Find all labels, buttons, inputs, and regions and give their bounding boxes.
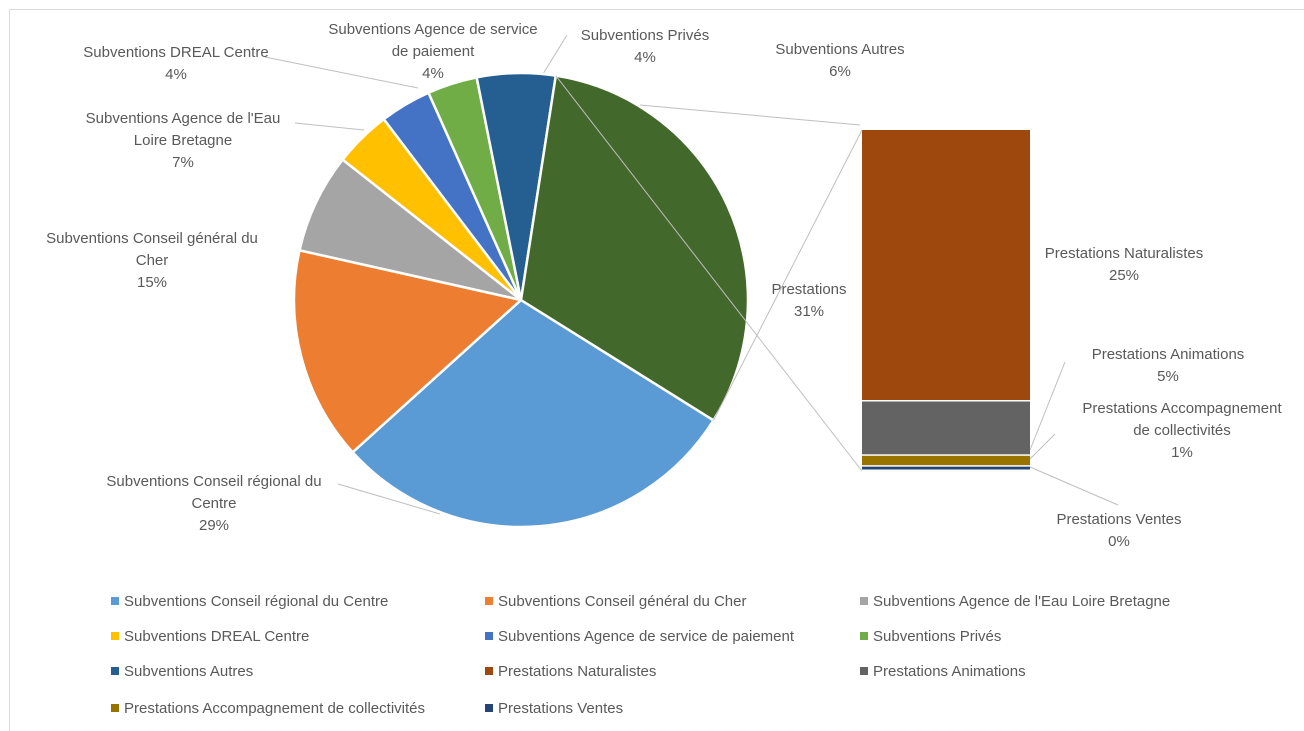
bar-segment-prestations-naturalistes	[862, 130, 1030, 400]
leader-line-subventions-agence-de-l-eau-loire-bretagne	[294, 122, 365, 131]
legend-swatch-subventions-agence-de-service-de-paiement	[485, 632, 493, 640]
data-label-subventions-conseil-general-du-cher: Subventions Conseil général du Cher 15%	[46, 230, 258, 291]
data-label-prestations-accompagnement-de-collectivites: Prestations Accompagnement de collectivit…	[1082, 400, 1282, 461]
leader-line-prestations-animations	[1029, 361, 1066, 451]
legend-swatch-subventions-conseil-regional-du-centre	[111, 597, 119, 605]
pie	[292, 71, 750, 529]
legend-label-prestations-naturalistes: Prestations Naturalistes	[498, 663, 656, 680]
leader-line-subventions-autres	[639, 104, 861, 126]
stacked-bar	[862, 130, 1030, 470]
data-label-subventions-dreal-centre: Subventions DREAL Centre 4%	[83, 44, 268, 83]
bar-segment-prestations-animations	[862, 401, 1030, 455]
legend-swatch-subventions-autres	[111, 667, 119, 675]
legend-label-subventions-agence-de-service-de-paiement: Subventions Agence de service de paiemen…	[498, 628, 795, 645]
bar-segment-prestations-ventes	[862, 466, 1030, 470]
connector-line-top	[713, 129, 863, 421]
pie-slice-subventions-conseil-general-du-cher	[292, 248, 524, 455]
legend-label-subventions-agence-de-l-eau-loire-bretagne: Subventions Agence de l'Eau Loire Bretag…	[873, 593, 1170, 610]
chart-frame	[9, 9, 1304, 731]
legend-swatch-subventions-dreal-centre	[111, 632, 119, 640]
data-label-subventions-conseil-regional-du-centre: Subventions Conseil régional du Centre 29%	[106, 473, 321, 534]
data-label-prestations-naturalistes: Prestations Naturalistes 25%	[1045, 245, 1203, 284]
data-label-prestations-ventes: Prestations Ventes 0%	[1056, 511, 1181, 550]
leader-line-subventions-dreal-centre	[264, 56, 419, 89]
data-label-subventions-agence-de-l-eau-loire-bretagne: Subventions Agence de l'Eau Loire Bretagn…	[86, 110, 281, 171]
data-label-subventions-autres: Subventions Autres 6%	[775, 41, 904, 80]
leader-line-prestations-accompagnement-de-collectivites	[1029, 433, 1056, 460]
leader-line-subventions-prives	[542, 34, 568, 75]
pie-slice-subventions-conseil-regional-du-centre	[350, 298, 716, 529]
legend-swatch-prestations-accompagnement-de-collectivites	[111, 704, 119, 712]
data-label-subventions-prives: Subventions Privés 4%	[581, 27, 709, 66]
data-label-subventions-agence-de-service-de-paiement: Subventions Agence de service de paiement…	[328, 21, 537, 82]
legend-label-subventions-conseil-regional-du-centre: Subventions Conseil régional du Centre	[124, 593, 388, 610]
legend-swatch-subventions-prives	[860, 632, 868, 640]
legend-label-subventions-conseil-general-du-cher: Subventions Conseil général du Cher	[498, 593, 747, 610]
pie-slice-prestations	[519, 74, 750, 423]
legend-swatch-prestations-naturalistes	[485, 667, 493, 675]
legend-label-subventions-prives: Subventions Privés	[873, 628, 1001, 645]
legend: Subventions Conseil régional du Centre Su…	[111, 593, 1170, 717]
legend-label-subventions-dreal-centre: Subventions DREAL Centre	[124, 628, 309, 645]
legend-label-subventions-autres: Subventions Autres	[124, 663, 253, 680]
legend-label-prestations-accompagnement-de-collectivites: Prestations Accompagnement de collectivi…	[124, 700, 425, 717]
connector-lines	[555, 75, 863, 472]
bar-segment-prestations-accompagnement-de-collectivites	[862, 455, 1030, 466]
data-labels: Subventions Conseil régional du Centre 29%…	[46, 21, 1282, 550]
leader-line-subventions-conseil-regional-du-centre	[337, 483, 441, 515]
legend-label-prestations-animations: Prestations Animations	[873, 663, 1026, 680]
connector-line-bottom	[555, 75, 863, 472]
leader-line-prestations-ventes	[1029, 466, 1119, 506]
data-label-prestations: Prestations 31%	[771, 281, 846, 320]
legend-swatch-prestations-ventes	[485, 704, 493, 712]
leader-lines	[264, 34, 1119, 515]
legend-label-prestations-ventes: Prestations Ventes	[498, 700, 623, 717]
pie-slice-subventions-agence-de-l-eau-loire-bretagne	[298, 157, 522, 302]
legend-swatch-prestations-animations	[860, 667, 868, 675]
legend-swatch-subventions-agence-de-l-eau-loire-bretagne	[860, 597, 868, 605]
legend-swatch-subventions-conseil-general-du-cher	[485, 597, 493, 605]
data-label-prestations-animations: Prestations Animations 5%	[1092, 346, 1245, 385]
